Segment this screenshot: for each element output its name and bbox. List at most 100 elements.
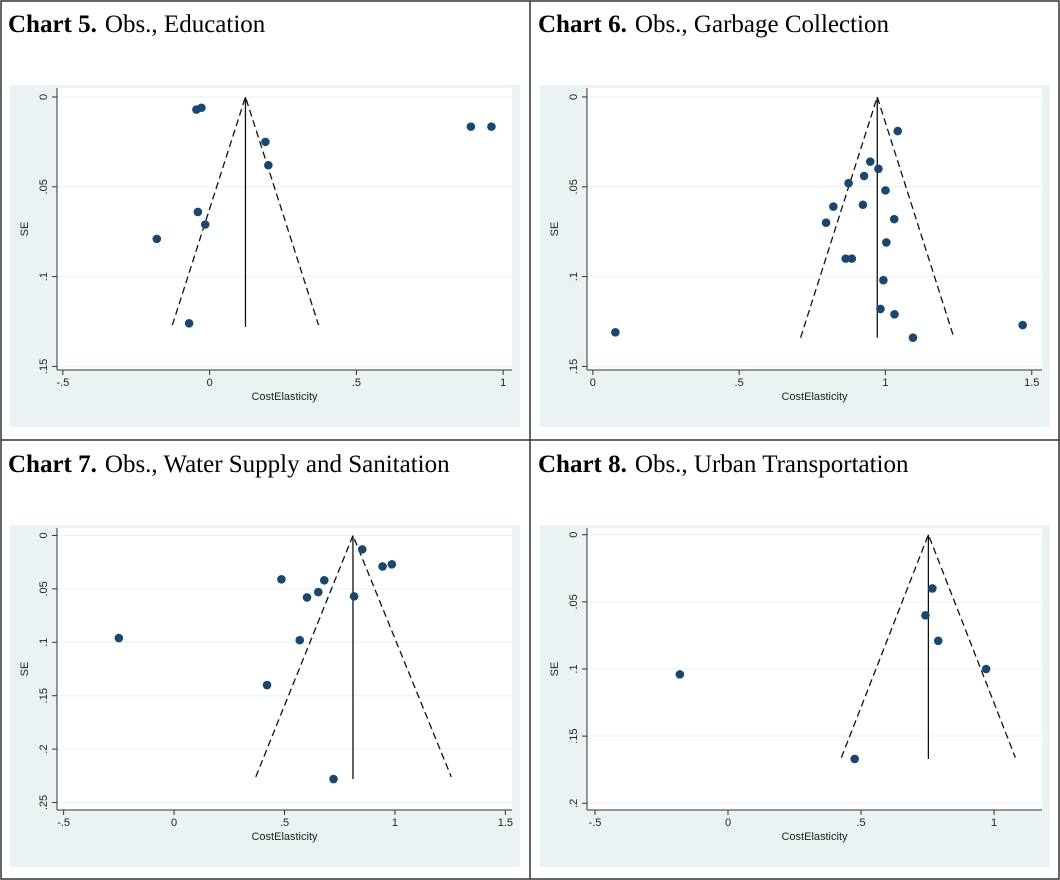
point: [611, 327, 620, 337]
y-tick-label: .05: [568, 594, 580, 609]
point: [879, 275, 888, 285]
point: [1018, 320, 1027, 330]
y-axis-label: SE: [19, 662, 31, 677]
point: [829, 202, 838, 211]
y-tick-label: .2: [568, 799, 580, 808]
y-tick-label: 0: [568, 532, 580, 538]
x-axis-label: CostElasticity: [781, 831, 848, 843]
y-tick-label: .1: [568, 664, 580, 673]
point: [821, 218, 831, 228]
x-tick-label: -.5: [56, 377, 69, 389]
y-axis-label: SE: [19, 222, 31, 237]
point: [908, 333, 918, 342]
x-axis-label: CostElasticity: [251, 391, 318, 403]
point: [200, 220, 210, 229]
y-tick-label: .1: [568, 272, 580, 281]
x-tick-label: 1.5: [1024, 377, 1039, 389]
y-tick-label: 0: [38, 94, 50, 100]
y-tick-label: .15: [38, 359, 50, 374]
point: [357, 545, 367, 554]
point: [466, 122, 476, 131]
chart-label: Chart 8.: [538, 451, 627, 478]
y-tick-label: .15: [38, 688, 50, 703]
chart-title-text: Obs., Education: [105, 11, 266, 38]
x-tick-label: 0: [590, 377, 596, 389]
funnel-bound: [840, 532, 1016, 758]
point: [261, 137, 270, 147]
chart-title-text: Obs., Garbage Collection: [635, 11, 890, 38]
point: [319, 576, 329, 585]
x-tick-label: .5: [735, 377, 744, 389]
point: [921, 610, 930, 620]
y-tick-label: .05: [38, 179, 50, 194]
point: [865, 157, 875, 166]
chart-title: Chart 8. Obs., Urban Transportation: [538, 451, 909, 478]
point: [850, 754, 859, 764]
funnel-bound: [171, 94, 320, 326]
chart-title: Chart 6. Obs., Garbage Collection: [538, 11, 889, 38]
x-tick-label: 1: [882, 377, 888, 389]
y-tick-label: .2: [38, 745, 50, 754]
point: [882, 238, 891, 247]
point: [675, 670, 685, 679]
point: [184, 318, 194, 328]
x-axis-label: CostElasticity: [251, 831, 318, 843]
y-tick-label: 0: [38, 532, 50, 538]
point: [981, 664, 991, 674]
point: [893, 126, 903, 136]
chart-label: Chart 7.: [8, 451, 97, 478]
x-axis-label: CostElasticity: [781, 391, 848, 403]
x-tick-label: 1: [991, 817, 997, 829]
point: [378, 562, 387, 571]
plot-area: [57, 88, 512, 370]
point: [847, 254, 857, 263]
y-axis-label: SE: [549, 662, 561, 677]
point: [193, 207, 203, 217]
point: [197, 103, 206, 113]
y-axis-label: SE: [549, 222, 561, 237]
funnel-bound: [255, 533, 452, 778]
point: [264, 160, 273, 170]
point: [881, 186, 890, 195]
x-tick-label: .5: [856, 817, 865, 829]
chart-title-text: Obs., Urban Transportation: [635, 451, 909, 478]
y-tick-label: .05: [38, 581, 50, 596]
plot-area: [587, 88, 1042, 370]
y-tick-label: .1: [38, 638, 50, 647]
x-tick-label: 0: [725, 817, 731, 829]
chart-title-text: Obs., Water Supply and Sanitation: [105, 451, 450, 478]
y-tick-label: .05: [568, 179, 580, 194]
x-tick-label: 0: [171, 817, 177, 829]
point: [387, 560, 397, 569]
y-tick-label: .15: [568, 728, 580, 743]
y-tick-label: 0: [568, 94, 580, 100]
x-tick-label: 1.5: [498, 817, 513, 829]
x-tick-label: 1: [500, 377, 506, 389]
point: [874, 164, 883, 174]
point: [859, 171, 869, 181]
chart-title: Chart 5. Obs., Education: [8, 11, 266, 38]
plot-area: [57, 528, 512, 810]
point: [262, 680, 272, 690]
point: [841, 254, 850, 263]
x-tick-label: .5: [280, 817, 289, 829]
point: [349, 592, 359, 601]
chart-label: Chart 5.: [8, 11, 97, 38]
y-tick-label: .15: [568, 359, 580, 374]
point: [487, 122, 496, 131]
chart-title: Chart 7. Obs., Water Supply and Sanitatio…: [8, 451, 450, 478]
funnel-bound: [799, 94, 955, 338]
x-tick-label: 0: [207, 377, 213, 389]
point: [889, 214, 899, 224]
point: [302, 593, 312, 602]
y-tick-label: .25: [38, 795, 50, 810]
x-tick-label: .5: [352, 377, 361, 389]
y-tick-label: .1: [38, 272, 50, 281]
point: [844, 178, 853, 188]
x-tick-label: -.5: [589, 817, 602, 829]
x-tick-label: -.5: [57, 817, 70, 829]
point: [313, 587, 323, 597]
point: [933, 636, 943, 646]
point: [277, 574, 286, 584]
